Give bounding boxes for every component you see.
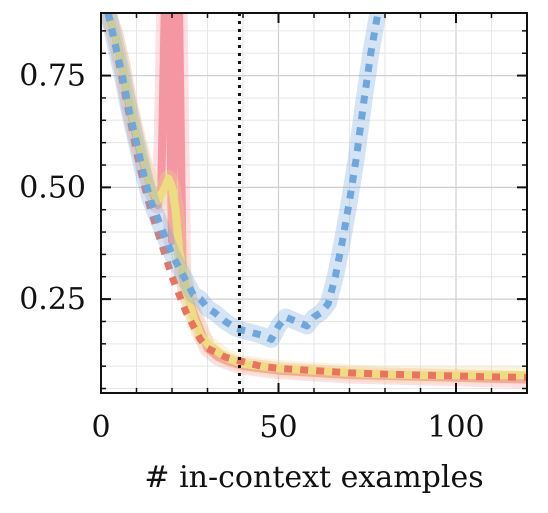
y-tick-label: 0.25 xyxy=(19,282,86,317)
x-axis-label: # in-context examples xyxy=(144,460,483,495)
x-tick-label: 50 xyxy=(259,410,297,445)
series-group xyxy=(101,13,527,389)
x-tick-label: 0 xyxy=(91,410,110,445)
y-tick-label: 0.75 xyxy=(19,59,86,94)
series-line-3 xyxy=(104,13,382,343)
ticks: 0 50 100 0.25 0.50 0.75 xyxy=(19,13,527,445)
x-tick-label: 100 xyxy=(427,410,484,445)
y-tick-label: 0.50 xyxy=(19,170,86,205)
